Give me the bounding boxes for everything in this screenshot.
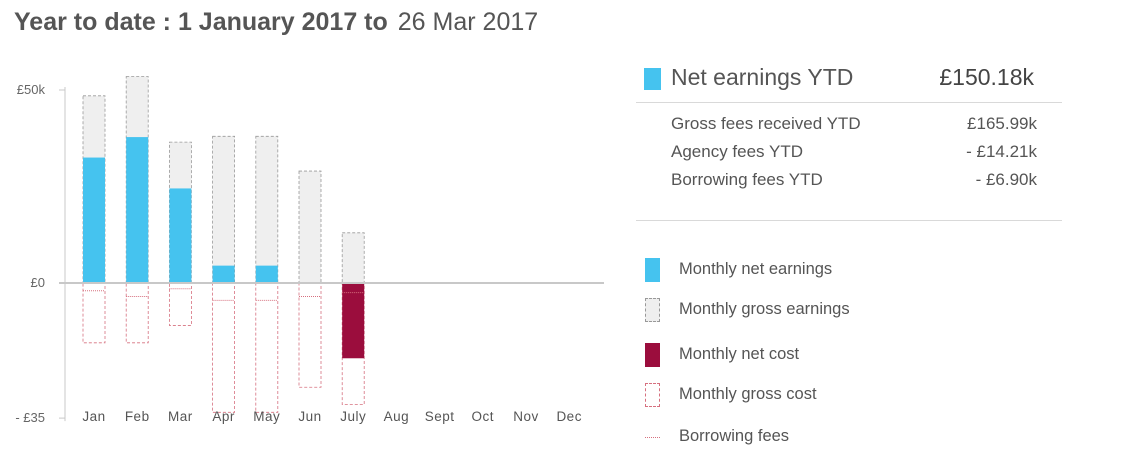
- bar-net-earnings-jan: [83, 157, 105, 283]
- bar-gross-earnings-jun: [298, 170, 322, 284]
- agency-fees-row: Agency fees YTD - £14.21k: [636, 140, 1062, 168]
- x-tick-label-apr: Apr: [212, 409, 235, 424]
- legend-item-gross-earnings: Monthly gross earnings: [645, 296, 945, 326]
- title-range-start: Year to date : 1 January 2017 to: [14, 8, 388, 36]
- legend-swatch-net-earnings: [645, 258, 660, 282]
- net-earnings-swatch: [644, 68, 661, 90]
- net-earnings-ytd-value: £150.18k: [939, 64, 1034, 90]
- y-tick-label-2: - £35: [15, 410, 45, 425]
- x-tick-label-nov: Nov: [513, 409, 539, 424]
- legend-swatch-gross-earnings: [645, 298, 660, 322]
- bar-gross-cost-feb: [125, 282, 149, 344]
- legend-swatch-gross-cost: [645, 383, 660, 407]
- agency-fees-label: Agency fees YTD: [671, 142, 803, 161]
- monthly-earnings-chart: £50k £0 - £35 Jan Feb Mar Apr May Jun July Aug Sept…: [15, 76, 604, 425]
- legend-label-net-cost: Monthly net cost: [679, 345, 800, 363]
- ytd-breakdown: Gross fees received YTD £165.99k Agency …: [636, 103, 1062, 221]
- legend-label-borrowing-fees: Borrowing fees: [679, 427, 790, 445]
- bar-gross-earnings-july: [341, 232, 365, 284]
- gross-fees-value: £165.99k: [967, 114, 1037, 133]
- net-earnings-ytd-label: Net earnings YTD: [671, 64, 854, 90]
- bar-gross-earnings-apr: [212, 135, 236, 284]
- legend-swatch-net-cost: [645, 343, 660, 367]
- gross-fees-row: Gross fees received YTD £165.99k: [636, 112, 1062, 140]
- legend-label-net-earnings: Monthly net earnings: [679, 260, 833, 278]
- legend-item-gross-cost: Monthly gross cost: [645, 381, 945, 411]
- bar-net-earnings-feb: [126, 137, 149, 283]
- x-tick-label-dec: Dec: [556, 409, 582, 424]
- x-tick-label-mar: Mar: [168, 409, 193, 424]
- legend-item-borrowing-fees: Borrowing fees: [645, 423, 945, 453]
- x-tick-label-july: July: [340, 409, 366, 424]
- legend-swatch-borrowing-fees: [645, 437, 660, 438]
- bar-gross-cost-mar: [168, 282, 192, 326]
- x-tick-label-aug: Aug: [384, 409, 410, 424]
- x-tick-label-oct: Oct: [472, 409, 495, 424]
- x-tick-label-may: May: [253, 409, 280, 424]
- legend-label-gross-cost: Monthly gross cost: [679, 385, 817, 403]
- bar-gross-earnings-may: [255, 135, 279, 284]
- legend-label-gross-earnings: Monthly gross earnings: [679, 300, 850, 318]
- borrowing-fees-label: Borrowing fees YTD: [671, 170, 823, 189]
- gross-fees-label: Gross fees received YTD: [671, 114, 861, 133]
- bar-net-earnings-apr: [212, 265, 235, 283]
- borrowing-fees-row: Borrowing fees YTD - £6.90k: [636, 168, 1062, 196]
- bar-gross-cost-jan: [82, 282, 106, 344]
- bar-net-earnings-may: [255, 265, 278, 283]
- borrowing-fees-value: - £6.90k: [975, 170, 1037, 189]
- net-earnings-ytd-row: Net earnings YTD £150.18k: [636, 62, 1062, 103]
- y-tick-label-0: £50k: [17, 82, 46, 97]
- x-tick-label-jan: Jan: [82, 409, 105, 424]
- legend-item-net-cost: Monthly net cost: [645, 341, 945, 371]
- legend-item-net-earnings: Monthly net earnings: [645, 256, 945, 286]
- bar-gross-cost-may: [255, 282, 279, 413]
- agency-fees-value: - £14.21k: [966, 142, 1037, 161]
- page-title: Year to date : 1 January 2017 to 26 Mar 2…: [14, 8, 538, 37]
- y-tick-label-1: £0: [31, 275, 45, 290]
- bar-gross-cost-jun: [298, 282, 322, 388]
- bar-net-earnings-mar: [169, 188, 192, 283]
- bar-net-cost-july: [342, 283, 365, 359]
- x-tick-label-feb: Feb: [125, 409, 150, 424]
- ytd-summary: Net earnings YTD £150.18k Gross fees rec…: [636, 62, 1062, 221]
- x-tick-label-sept: Sept: [425, 409, 455, 424]
- x-tick-label-jun: Jun: [298, 409, 321, 424]
- bar-gross-cost-apr: [212, 282, 236, 413]
- title-range-end: 26 Mar 2017: [397, 8, 539, 36]
